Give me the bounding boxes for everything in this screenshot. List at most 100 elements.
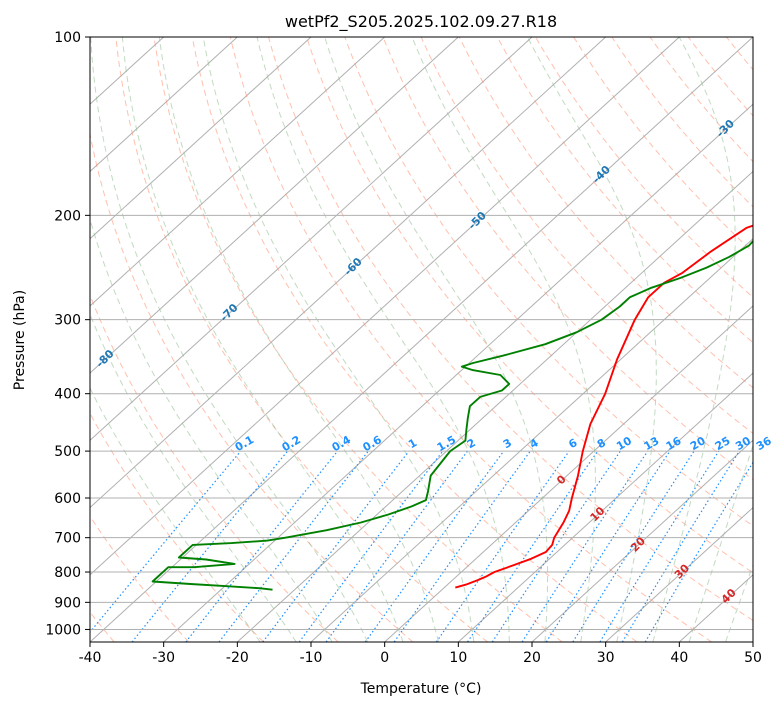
- x-tick-label: -10: [300, 650, 323, 666]
- isotherm-line: [90, 37, 607, 509]
- mixing-ratio-label: 6: [566, 436, 579, 451]
- isotherm-line: [90, 37, 680, 576]
- moist-adiabat-line: [90, 387, 261, 642]
- mixing-ratio-line: [262, 450, 410, 642]
- mixing-ratio-line: [545, 450, 671, 642]
- x-tick-label: -30: [152, 650, 175, 666]
- moist-adiabat-line: [725, 563, 753, 642]
- dry-adiabat-line: [90, 412, 264, 642]
- isotherm-line: [752, 641, 753, 642]
- isotherm-line: [90, 37, 386, 307]
- dry-adiabat-line: [153, 37, 563, 642]
- moist-adiabat-line: [411, 37, 596, 642]
- mixing-ratio-line: [572, 450, 695, 642]
- mixing-ratio-line: [435, 450, 570, 642]
- mixing-ratio-label: 30: [733, 434, 753, 453]
- moist-adiabat-line: [324, 37, 549, 642]
- mixing-ratio-line: [218, 450, 369, 642]
- mixing-ratio-line: [644, 461, 753, 642]
- y-tick-label: 200: [54, 208, 81, 224]
- y-tick-label: 800: [54, 565, 81, 581]
- x-axis: -40 -30 -20 -10 0 10 20 30 40 50: [79, 642, 762, 666]
- mixing-ratio-line: [599, 450, 720, 642]
- x-tick-label: 0: [380, 650, 389, 666]
- mixing-ratio-line: [185, 450, 339, 642]
- mixing-ratio-line: [467, 450, 599, 642]
- dry-adiabat-line: [344, 37, 753, 527]
- temperature-profile-line: [455, 224, 753, 589]
- dry-adiabat-line: [229, 37, 712, 642]
- mixing-ratio-line: [131, 450, 289, 642]
- mixing-ratio-label: 20: [688, 434, 708, 453]
- isotherm-line: [90, 37, 238, 173]
- mixing-ratio-label: 36: [754, 434, 774, 453]
- dry-adiabat-line: [115, 37, 488, 642]
- moist-adiabat-line: [90, 313, 297, 642]
- y-axis: 100 200 300 400 500 600 700 800 900 1000: [45, 30, 90, 638]
- x-tick-label: -20: [226, 650, 249, 666]
- x-tick-label: 20: [523, 650, 541, 666]
- mixing-ratio-label: 10: [614, 434, 634, 453]
- moist-adiabat-line: [202, 37, 475, 642]
- y-tick-label: 400: [54, 387, 81, 403]
- x-tick-label: 10: [449, 650, 467, 666]
- isotherm-line: [384, 305, 753, 642]
- moist-adiabat-line: [90, 217, 333, 642]
- dry-adiabat-line: [420, 37, 753, 435]
- line-labels: -100-90-80-70-60-50-40-30-20-100.10.20.4…: [93, 117, 774, 606]
- isotherm-line: [90, 37, 533, 442]
- plot-frame: [89, 36, 754, 643]
- isotherm-line: [90, 37, 312, 240]
- moist-adiabat-line: [652, 37, 736, 642]
- x-tick-label: 30: [597, 650, 615, 666]
- y-tick-label: 300: [54, 313, 81, 329]
- x-axis-label: Temperature (°C): [360, 681, 482, 697]
- moist-adiabat-line: [158, 37, 439, 642]
- profile-series: [151, 224, 753, 591]
- dry-adiabat-line: [90, 293, 339, 642]
- background-lines: [90, 37, 775, 642]
- dry-adiabat-line: [458, 37, 753, 389]
- x-tick-label: 50: [744, 650, 762, 666]
- y-tick-label: 1000: [45, 622, 81, 638]
- mixing-ratio-label: 16: [664, 434, 684, 453]
- mixing-ratio-label: 2: [465, 436, 478, 451]
- y-tick-label: 700: [54, 531, 81, 547]
- mixing-ratio-line: [621, 450, 740, 642]
- isotherm-line: [236, 170, 753, 642]
- dewpoint-profile-line: [151, 239, 753, 591]
- y-tick-label: 500: [54, 444, 81, 460]
- y-tick-label: 100: [54, 30, 81, 46]
- mixing-ratio-label: 3: [501, 436, 514, 451]
- moist-adiabat-line: [688, 444, 753, 642]
- isotherm-line: [531, 439, 753, 642]
- x-tick-label: 40: [670, 650, 688, 666]
- y-tick-label: 900: [54, 595, 81, 611]
- dry-adiabat-line: [306, 37, 753, 574]
- dry-adiabat-line: [90, 131, 414, 642]
- moist-adiabat-line: [121, 37, 404, 642]
- isotherm-line: [605, 506, 753, 642]
- dry-adiabat-line: [382, 37, 753, 481]
- mixing-ratio-line: [364, 450, 505, 642]
- dry-adiabat-line: [268, 37, 753, 622]
- dry-adiabat-line: [649, 37, 753, 163]
- mixing-ratio-label: 25: [713, 434, 733, 453]
- isotherm-line: [310, 237, 753, 642]
- isotherm-line: [163, 103, 753, 642]
- moist-adiabat-line: [762, 37, 775, 642]
- mixing-ratio-label: 1: [406, 436, 419, 451]
- y-tick-label: 600: [54, 491, 81, 507]
- dry-adiabat-line: [573, 37, 753, 253]
- moist-adiabat-line: [90, 37, 369, 642]
- moist-adiabat-line: [256, 37, 510, 642]
- isotherm-line: [90, 37, 459, 374]
- chart-title: wetPf2_S205.2025.102.09.27.R18: [285, 12, 557, 32]
- x-tick-label: -40: [79, 650, 102, 666]
- mixing-ratio-line: [393, 450, 531, 642]
- dry-adiabat-line: [496, 37, 753, 344]
- mixing-ratio-label: 4: [528, 436, 541, 451]
- y-axis-label: Pressure (hPa): [12, 290, 28, 390]
- mixing-ratio-line: [90, 450, 242, 634]
